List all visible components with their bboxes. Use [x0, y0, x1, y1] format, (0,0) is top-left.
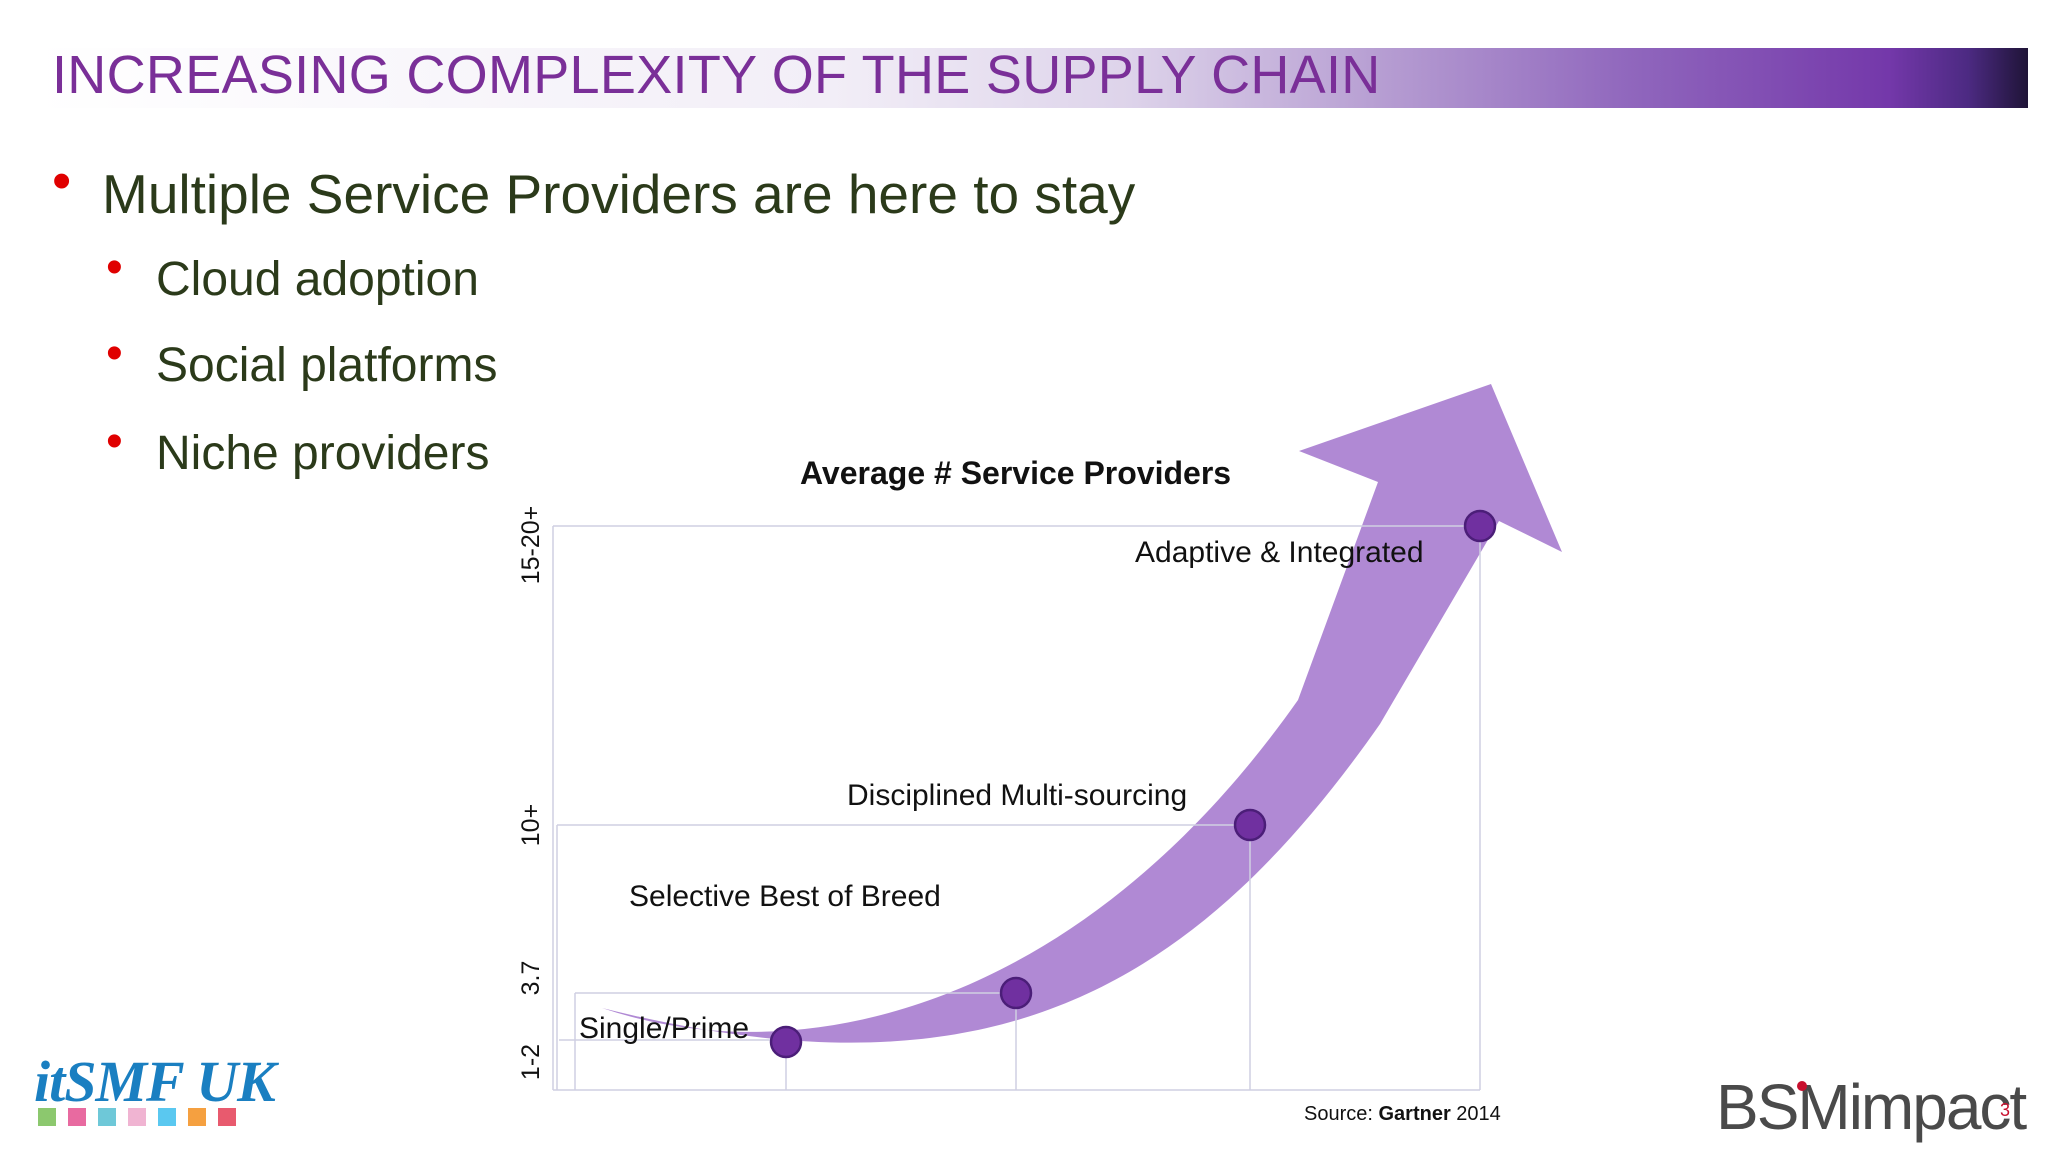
chart-title: Average # Service Providers — [800, 455, 1231, 491]
stage-marker — [1233, 808, 1267, 842]
stage-marker — [999, 976, 1033, 1010]
source-prefix: Source: — [1304, 1103, 1378, 1125]
logo-swatch — [158, 1108, 176, 1126]
stage-label: Single/Prime — [579, 1012, 749, 1045]
stage-marker — [769, 1025, 803, 1059]
logo-swatch — [98, 1108, 116, 1126]
logo-swatch — [188, 1108, 206, 1126]
bsmimpact-logo: BSMimpact — [1716, 1071, 2027, 1143]
source-name: Gartner — [1378, 1103, 1450, 1125]
bullet-dot: • — [52, 149, 72, 211]
bullet-sub-text: Cloud adoption — [156, 253, 479, 306]
logo-swatch — [68, 1108, 86, 1126]
bullet-dot: • — [106, 327, 123, 380]
y-tick-label: 3.7 — [517, 961, 545, 996]
y-tick-label: 10+ — [517, 804, 545, 846]
logo-swatch — [218, 1108, 236, 1126]
growth-arrow — [602, 384, 1562, 1043]
bullet-sub-text: Niche providers — [156, 427, 490, 480]
stage-label: Selective Best of Breed — [629, 880, 941, 913]
page-number: 3 — [2000, 1100, 2011, 1120]
bullet-sub-text: Social platforms — [156, 339, 498, 392]
source-year: 2014 — [1451, 1103, 1501, 1125]
logo-swatch — [128, 1108, 146, 1126]
y-tick-label: 1-2 — [517, 1044, 545, 1080]
stage-label: Adaptive & Integrated — [1135, 536, 1424, 569]
bullet-main-text: Multiple Service Providers are here to s… — [102, 163, 1136, 225]
itsmf-logo: itSMF UK — [34, 1049, 276, 1114]
logo-swatch — [38, 1108, 56, 1126]
bsmimpact-logo-dot — [1797, 1081, 1807, 1091]
source-note: Source: Gartner 2014 — [1304, 1103, 1501, 1125]
y-tick-label: 15-20+ — [517, 506, 545, 585]
bullet-dot: • — [106, 415, 123, 468]
slide-title: INCREASING COMPLEXITY OF THE SUPPLY CHAI… — [52, 45, 1381, 105]
stage-marker — [1463, 509, 1497, 543]
stage-label: Disciplined Multi-sourcing — [847, 779, 1187, 812]
title-band — [34, 48, 2028, 108]
bullet-dot: • — [106, 241, 123, 294]
